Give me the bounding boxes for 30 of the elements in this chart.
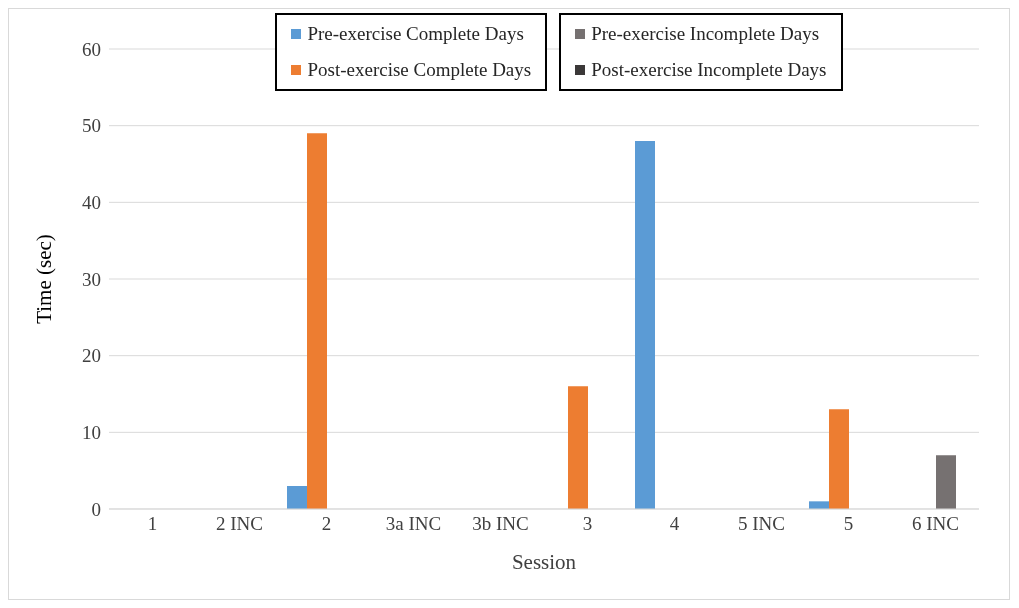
bar [936,455,956,509]
legend-label: Post-exercise Incomplete Days [591,59,827,81]
x-tick-label: 2 INC [216,513,263,535]
x-tick-label: 2 [321,513,332,535]
x-tick-label: 5 [843,513,854,535]
x-tick-label: 1 [147,513,158,535]
y-tick-label: 40 [82,192,101,214]
legend-label: Post-exercise Complete Days [307,59,532,81]
legend-label: Pre-exercise Complete Days [307,23,524,45]
bar [307,133,327,509]
x-tick-label: 3b INC [472,513,529,535]
legend-label: Pre-exercise Incomplete Days [591,23,820,45]
y-tick-label: 60 [82,38,101,60]
y-tick-label: 50 [82,115,101,137]
x-tick-label: 4 [669,513,680,535]
bar [635,141,655,509]
y-tick-label: 10 [82,422,101,444]
x-tick-label: 3a INC [385,513,442,535]
y-tick-label: 20 [82,345,101,367]
x-tick-label: 3 [582,513,593,535]
bar [829,409,849,509]
y-tick-label: 30 [82,268,101,290]
x-axis-title: Session [511,550,577,574]
x-tick-label: 6 INC [912,513,959,535]
bar [287,486,307,509]
bar [809,501,829,509]
y-axis-title: Time (sec) [32,234,57,324]
y-tick-label: 0 [91,498,101,520]
bar [568,386,588,509]
x-tick-label: 5 INC [738,513,785,535]
